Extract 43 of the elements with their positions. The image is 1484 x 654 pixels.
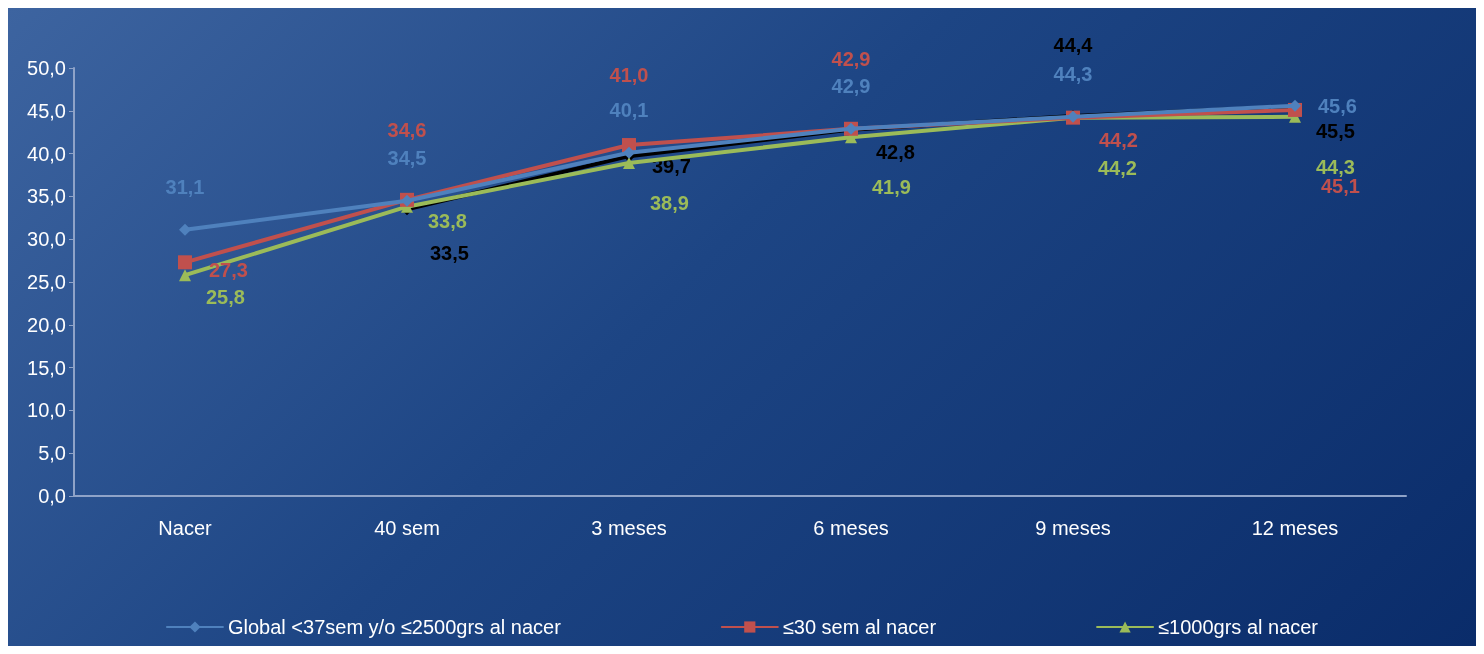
data-label: 41,9: [872, 176, 911, 199]
y-tick-label: 5,0: [38, 442, 66, 465]
data-label: 41,0: [609, 64, 649, 87]
data-label: 42,9: [831, 47, 871, 70]
x-tick-label: 9 meses: [1035, 517, 1111, 539]
y-tick-label: 10,0: [27, 399, 66, 422]
data-label: 44,3: [1316, 155, 1355, 178]
y-tick-label: 35,0: [27, 185, 66, 208]
data-label: 44,2: [1099, 128, 1138, 151]
y-tick-label: 30,0: [27, 228, 66, 251]
data-label: 45,6: [1318, 94, 1357, 117]
data-label: 44,2: [1098, 156, 1137, 179]
point: [179, 269, 191, 282]
data-label: 44,4: [1053, 33, 1094, 56]
point: [178, 255, 192, 270]
x-tick-label: 12 meses: [1251, 517, 1339, 539]
y-tick-label: 45,0: [27, 99, 66, 122]
data-label: 33,8: [428, 209, 467, 232]
point: [623, 157, 635, 170]
y-tick-label: 15,0: [27, 356, 66, 379]
data-label: 25,8: [206, 286, 245, 309]
x-tick-label: 40 sem: [374, 517, 440, 539]
x-tick-label: 6 meses: [813, 517, 889, 539]
y-tick-label: 50,0: [27, 57, 66, 79]
data-label: 44,3: [1053, 62, 1093, 85]
legend-label: ≤1000grs al nacer: [1158, 616, 1319, 638]
point: [623, 146, 635, 159]
legend-label: Global <37sem y/o ≤2500grs al nacer: [227, 616, 562, 638]
data-label: 38,9: [650, 192, 689, 215]
y-tick-label: 20,0: [27, 313, 66, 336]
data-label: 45,5: [1316, 119, 1355, 142]
point: [179, 223, 191, 236]
x-tick-label: Nacer: [158, 517, 213, 539]
y-tick-label: 25,0: [27, 271, 66, 293]
y-tick-label: 40,0: [27, 142, 66, 165]
legend-label: ≤30 sem al nacer: [782, 616, 937, 638]
data-label: 27,3: [209, 259, 248, 282]
data-label: 42,9: [831, 74, 871, 97]
data-label: 33,5: [430, 242, 469, 265]
y-tick-label: 0,0: [38, 485, 66, 507]
data-label: 42,8: [876, 140, 915, 163]
data-label: 34,6: [387, 118, 427, 141]
x-tick-label: 3 meses: [591, 517, 667, 539]
